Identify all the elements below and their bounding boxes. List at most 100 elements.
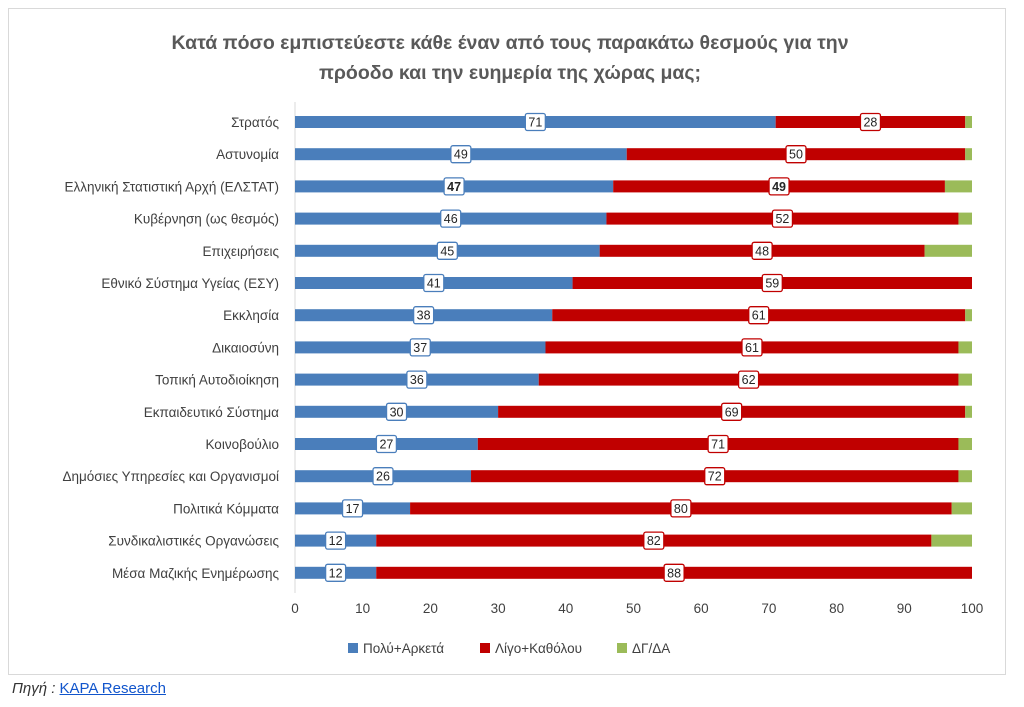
data-label: 26 (376, 470, 390, 484)
data-label-box (785, 145, 807, 164)
x-tick-label: 20 (423, 601, 438, 616)
data-label: 30 (390, 405, 404, 419)
category-label: Στρατός (231, 115, 279, 130)
bar-segment-3 (965, 116, 972, 128)
category-label: Εκπαιδευτικό Σύστημα (144, 405, 279, 420)
data-label: 49 (454, 148, 468, 162)
bar-segment-3 (958, 470, 972, 483)
x-tick-label: 60 (694, 601, 709, 616)
data-label-box (372, 467, 394, 486)
data-label: 37 (413, 341, 427, 355)
data-label: 69 (725, 405, 739, 419)
data-label-box (423, 273, 445, 293)
x-tick-label: 10 (355, 601, 370, 616)
bar-segment-3 (958, 373, 972, 386)
data-label-box (748, 306, 770, 325)
category-label: Δημόσιες Υπηρεσίες και Οργανισμοί (62, 469, 279, 484)
bar-segment-3 (965, 309, 972, 322)
category-label: Κοινοβούλιο (205, 437, 279, 452)
x-tick-label: 80 (829, 601, 844, 616)
data-label: 62 (742, 373, 756, 387)
data-label: 82 (647, 534, 661, 548)
data-label: 38 (417, 309, 431, 323)
data-label-box (409, 338, 431, 357)
data-label: 72 (708, 470, 722, 484)
data-label-box (859, 112, 882, 132)
data-label-box (663, 563, 685, 582)
data-label-box (737, 370, 760, 389)
x-tick-label: 90 (897, 601, 912, 616)
bar-segment-3 (958, 212, 972, 225)
category-label: Μέσα Μαζικής Ενημέρωσης (112, 566, 280, 581)
data-label: 59 (765, 277, 779, 291)
legend-swatch (348, 643, 358, 653)
legend-label: ΔΓ/ΔΑ (632, 641, 670, 656)
data-label: 28 (863, 116, 877, 130)
data-label: 12 (329, 534, 343, 548)
source-link[interactable]: KAPA Research (59, 680, 166, 697)
data-label: 27 (379, 438, 393, 452)
data-label: 47 (447, 180, 461, 194)
data-label-box (443, 177, 465, 196)
chart-title-line-1: Κατά πόσο εμπιστεύεστε κάθε έναν από του… (171, 32, 849, 54)
data-label-box (721, 402, 743, 421)
data-label-box (324, 563, 347, 582)
x-tick-label: 30 (491, 601, 506, 616)
legend-swatch (617, 643, 627, 653)
bar-segment-3 (958, 341, 972, 354)
data-label: 71 (528, 116, 542, 130)
category-label: Εκκλησία (223, 308, 279, 323)
data-label-box (670, 499, 692, 518)
bar-segment-3 (965, 405, 972, 418)
category-label: Κυβέρνηση (ως θεσμός) (134, 212, 279, 227)
data-label: 36 (410, 373, 424, 387)
data-label-box (768, 177, 790, 196)
data-label-box (375, 434, 398, 454)
data-label-box (524, 112, 546, 132)
data-label-box (406, 370, 428, 389)
x-tick-label: 50 (626, 601, 641, 616)
x-tick-label: 40 (558, 601, 573, 616)
category-label: Εθνικό Σύστημα Υγείας (ΕΣΥ) (101, 276, 279, 291)
data-label-box (771, 209, 794, 228)
x-tick-label: 100 (961, 601, 984, 616)
category-label: Τοπική Αυτοδιοίκηση (155, 373, 279, 388)
bar-segment-3 (951, 502, 972, 515)
legend-label: Πολύ+Αρκετά (363, 641, 444, 656)
data-label-box (385, 402, 408, 421)
data-label: 61 (752, 309, 766, 323)
data-label: 88 (667, 566, 681, 580)
data-label: 12 (329, 566, 343, 580)
data-label-box (341, 499, 364, 518)
x-tick-label: 0 (291, 601, 299, 616)
data-label: 45 (440, 244, 454, 258)
data-label-box (643, 531, 665, 550)
data-label: 48 (755, 244, 769, 258)
data-label: 46 (444, 212, 458, 226)
legend-label: Λίγο+Καθόλου (495, 641, 582, 656)
data-label-box (751, 241, 773, 260)
data-label-box (707, 434, 729, 454)
data-label: 52 (775, 212, 789, 226)
bar-segment-3 (965, 148, 972, 161)
data-label-box (412, 306, 435, 325)
data-label: 50 (789, 148, 803, 162)
data-label: 71 (711, 438, 725, 452)
category-label: Συνδικαλιστικές Οργανώσεις (108, 534, 279, 549)
data-label-box (324, 531, 347, 550)
x-tick-label: 70 (761, 601, 776, 616)
category-label: Ελληνική Στατιστική Αρχή (ΕΛΣΤΑΤ) (64, 179, 279, 194)
category-label: Επιχειρήσεις (203, 244, 280, 259)
data-label-box (440, 209, 462, 228)
category-label: Πολιτικά Κόμματα (173, 501, 279, 516)
data-label: 80 (674, 502, 688, 516)
data-label-box (741, 338, 763, 357)
data-label-box (450, 145, 472, 164)
source-note: Πηγή : KAPA Research (12, 680, 166, 697)
category-label: Αστυνομία (216, 147, 279, 162)
data-label: 41 (427, 277, 441, 291)
bar-segment-3 (931, 534, 972, 547)
chart-title-line-2: πρόοδο και την ευημερία της χώρας μας; (318, 62, 702, 84)
bar-segment-3 (958, 438, 972, 450)
data-label: 49 (772, 180, 786, 194)
